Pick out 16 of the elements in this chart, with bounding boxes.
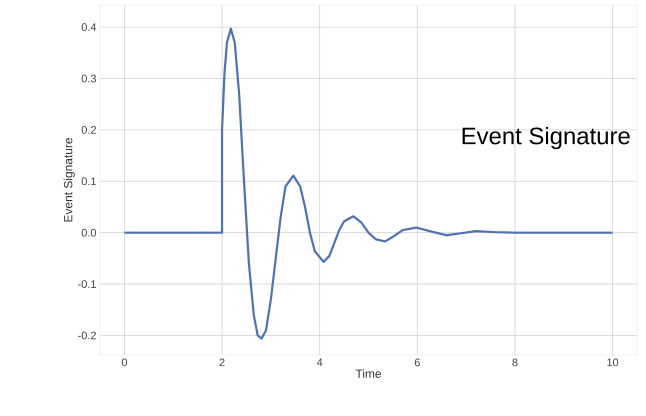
y-axis-title: Event Signature: [64, 138, 75, 222]
x-tick-label: 10: [607, 358, 618, 366]
y-tick-label: 0.0: [82, 228, 96, 237]
x-tick-label: 8: [512, 358, 518, 366]
y-tick-label: 0.3: [82, 74, 96, 82]
x-tick-label: 2: [220, 358, 225, 366]
annotation: Event Signature: [462, 126, 630, 150]
y-tick-label: 0.1: [82, 177, 96, 186]
y-tick-label: -0.1: [78, 280, 96, 288]
y-tick-label: 0.2: [82, 126, 96, 134]
x-tick-label: 0: [122, 358, 128, 366]
y-tick-label: -0.2: [78, 332, 96, 340]
x-axis-title: Time: [356, 369, 382, 378]
x-tick-label: 4: [316, 358, 322, 366]
y-tick-label: 0.4: [82, 23, 96, 31]
x-tick-label: 6: [414, 358, 420, 366]
